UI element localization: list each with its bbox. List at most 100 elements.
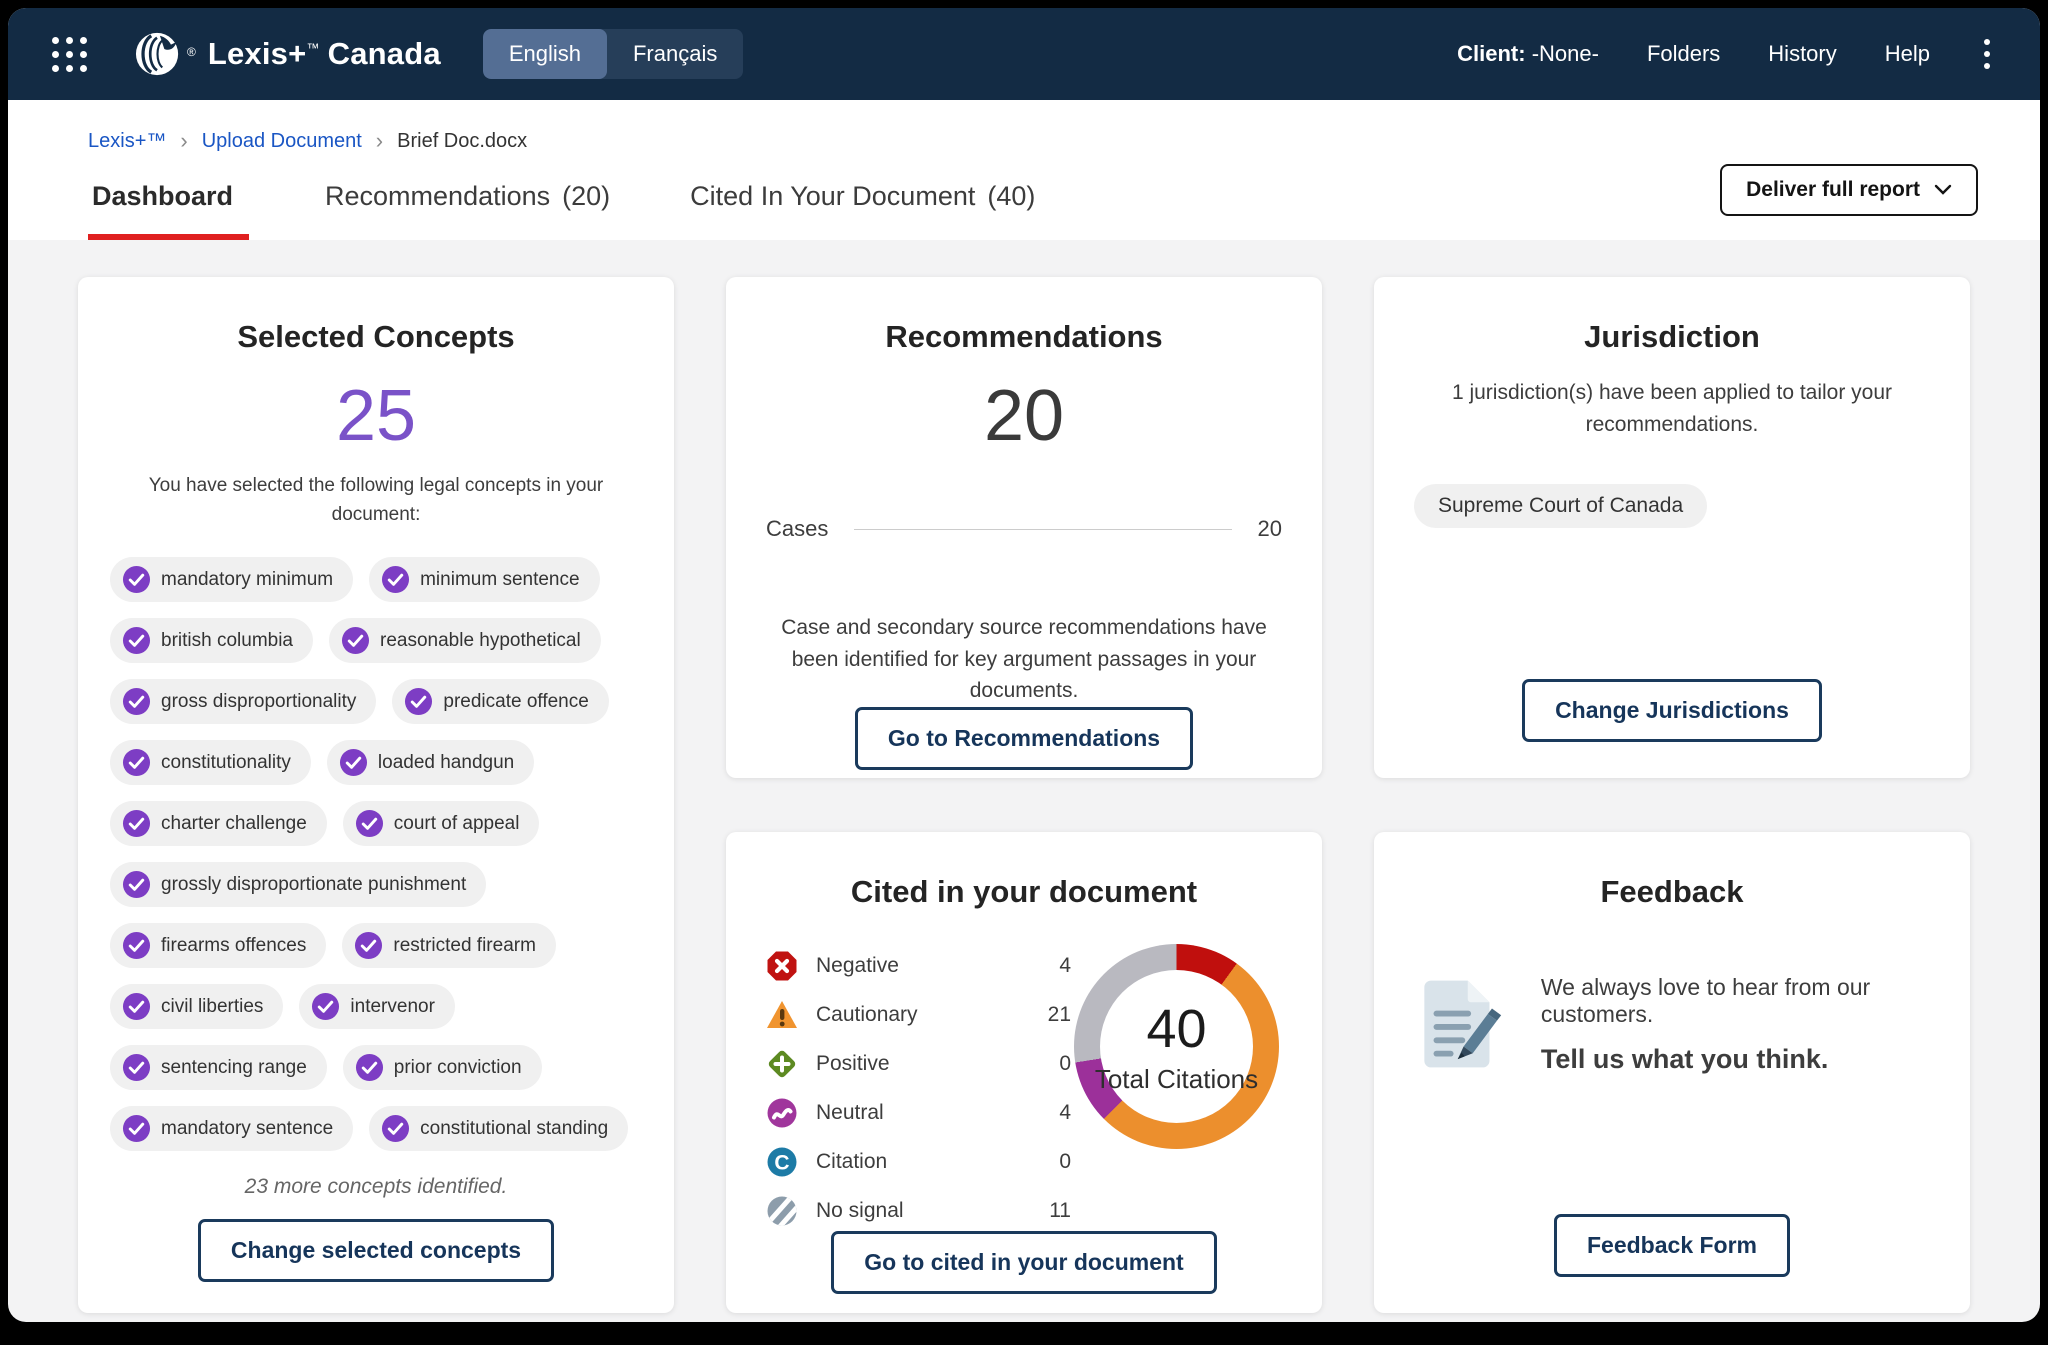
concept-chip[interactable]: loaded handgun [326, 740, 535, 786]
concept-chip-label: constitutionality [161, 751, 291, 773]
concept-check-icon [122, 993, 151, 1021]
document-pencil-icon [1424, 980, 1502, 1068]
more-concepts-note: 23 more concepts identified. [244, 1175, 508, 1199]
feedback-card: Feedback We always love to hear from our… [1374, 832, 1970, 1313]
page-header: Lexis+™ › Upload Document › Brief Doc.do… [8, 100, 2040, 240]
concept-chip[interactable]: mandatory minimum [110, 557, 354, 603]
legend-count: 0 [1059, 1052, 1071, 1075]
total-citations-value: 40 [1146, 999, 1207, 1059]
more-options-icon[interactable] [1978, 35, 1996, 73]
concept-chip[interactable]: constitutional standing [369, 1106, 629, 1152]
concept-chip[interactable]: restricted firearm [342, 923, 556, 969]
concept-chip-label: mandatory minimum [161, 568, 334, 590]
concept-chip-label: constitutional standing [420, 1117, 609, 1139]
client-selector[interactable]: Client: -None- [1457, 41, 1599, 67]
brand-text: Lexis+™ Canada [208, 36, 441, 72]
selected-concepts-title: Selected Concepts [237, 319, 515, 354]
concept-chip-label: grossly disproportionate punishment [161, 873, 467, 895]
brand: ® Lexis+™ Canada [133, 31, 441, 77]
tab-bar: Dashboard Recommendations (20) Cited In Y… [88, 181, 1039, 240]
tab-label: Cited In Your Document [690, 181, 976, 211]
citations-donut-wrap: 40 Total Citations [1071, 940, 1282, 1231]
go-to-cited-button[interactable]: Go to cited in your document [831, 1231, 1217, 1294]
concept-check-icon [122, 1054, 151, 1082]
concept-check-icon [355, 932, 383, 960]
legend-label: No signal [816, 1199, 904, 1222]
citation-signal-icon: C [767, 1147, 797, 1177]
language-french-button[interactable]: Français [607, 29, 743, 79]
concept-check-icon [122, 688, 151, 716]
breadcrumb-upload-document[interactable]: Upload Document [201, 129, 362, 152]
breadcrumb-current-document: Brief Doc.docx [397, 129, 528, 152]
concept-chip[interactable]: grossly disproportionate punishment [110, 862, 487, 908]
feedback-line1: We always love to hear from our customer… [1540, 973, 1871, 1027]
concept-chip[interactable]: gross disproportionality [110, 679, 377, 725]
concept-chip[interactable]: court of appeal [342, 801, 540, 847]
tab-dashboard[interactable]: Dashboard [88, 181, 250, 240]
legend-row-positive: Positive 0 [766, 1044, 1071, 1084]
concept-chip[interactable]: sentencing range [110, 1045, 327, 1091]
total-citations-label: Total Citations [1094, 1064, 1259, 1094]
concept-chip[interactable]: intervenor [299, 984, 455, 1030]
change-selected-concepts-button[interactable]: Change selected concepts [197, 1219, 555, 1283]
tab-cited-in-your-document[interactable]: Cited In Your Document (40) [686, 181, 1039, 240]
feedback-form-button[interactable]: Feedback Form [1554, 1214, 1790, 1277]
concept-chip[interactable]: civil liberties [110, 984, 284, 1030]
positive-signal-icon [768, 1050, 796, 1078]
donut-center: 40 Total Citations [1074, 944, 1279, 1149]
concept-chip-label: minimum sentence [420, 568, 580, 590]
breadcrumb-lexis[interactable]: Lexis+™ [88, 129, 167, 152]
client-label: Client: [1457, 41, 1526, 66]
recommendations-title: Recommendations [885, 319, 1163, 354]
brand-name: Lexis+ [207, 36, 307, 71]
concept-chip-label: restricted firearm [393, 934, 536, 956]
concept-chip[interactable]: predicate offence [392, 679, 609, 725]
concept-chip-label: reasonable hypothetical [380, 629, 581, 651]
concept-chip[interactable]: mandatory sentence [110, 1106, 354, 1152]
jurisdiction-description: 1 jurisdiction(s) have been applied to t… [1451, 381, 1893, 436]
language-english-button[interactable]: English [482, 29, 607, 79]
concept-chip[interactable]: constitutionality [110, 740, 311, 786]
concept-chip[interactable]: minimum sentence [369, 557, 600, 603]
selected-concepts-description: You have selected the following legal co… [148, 475, 604, 525]
svg-text:C: C [774, 1152, 789, 1175]
concept-chip[interactable]: prior conviction [342, 1045, 542, 1091]
registered-mark: ® [187, 45, 196, 59]
concept-chip[interactable]: reasonable hypothetical [329, 618, 601, 664]
nav-link-history[interactable]: History [1768, 41, 1837, 66]
concept-chip-label: sentencing range [161, 1056, 307, 1078]
recommendations-card: Recommendations 20 Cases 20 Case and sec… [726, 277, 1322, 778]
deliver-full-report-button[interactable]: Deliver full report [1720, 164, 1978, 216]
tab-recommendations[interactable]: Recommendations (20) [321, 181, 614, 240]
legend-count: 11 [1049, 1199, 1071, 1222]
nav-link-folders[interactable]: Folders [1646, 41, 1721, 66]
concept-check-icon [122, 749, 151, 777]
concept-chip-label: firearms offences [161, 934, 307, 956]
legend-row-negative: Negative 4 [766, 946, 1071, 986]
deliver-full-report-label: Deliver full report [1746, 178, 1920, 201]
breadcrumb-separator-icon: › [180, 128, 188, 153]
concept-chip[interactable]: charter challenge [110, 801, 327, 847]
feedback-texts: We always love to hear from our customer… [1541, 974, 1930, 1075]
legend-count: 21 [1047, 1003, 1071, 1026]
concept-check-icon [405, 688, 433, 716]
concept-chip-label: mandatory sentence [161, 1117, 334, 1139]
breadcrumb: Lexis+™ › Upload Document › Brief Doc.do… [88, 128, 2040, 154]
cited-in-document-title: Cited in your document [850, 874, 1198, 909]
change-jurisdictions-button[interactable]: Change Jurisdictions [1522, 679, 1822, 742]
citations-donut: 40 Total Citations [1074, 944, 1279, 1149]
legend-row-cautionary: Cautionary 21 [766, 995, 1071, 1035]
concept-check-icon [312, 993, 340, 1021]
app-launcher-icon[interactable] [52, 36, 87, 72]
concept-check-icon [355, 1054, 383, 1082]
selected-concepts-count: 25 [335, 376, 417, 456]
concept-chip-label: gross disproportionality [161, 690, 357, 712]
nav-link-help[interactable]: Help [1884, 41, 1930, 66]
cases-label: Cases [766, 516, 829, 542]
jurisdiction-card: Jurisdiction 1 jurisdiction(s) have been… [1374, 277, 1970, 778]
concept-check-icon [122, 566, 151, 594]
concept-chip[interactable]: british columbia [110, 618, 313, 664]
legend-count: 4 [1059, 954, 1071, 977]
concept-chip[interactable]: firearms offences [110, 923, 327, 969]
go-to-recommendations-button[interactable]: Go to Recommendations [854, 706, 1194, 770]
